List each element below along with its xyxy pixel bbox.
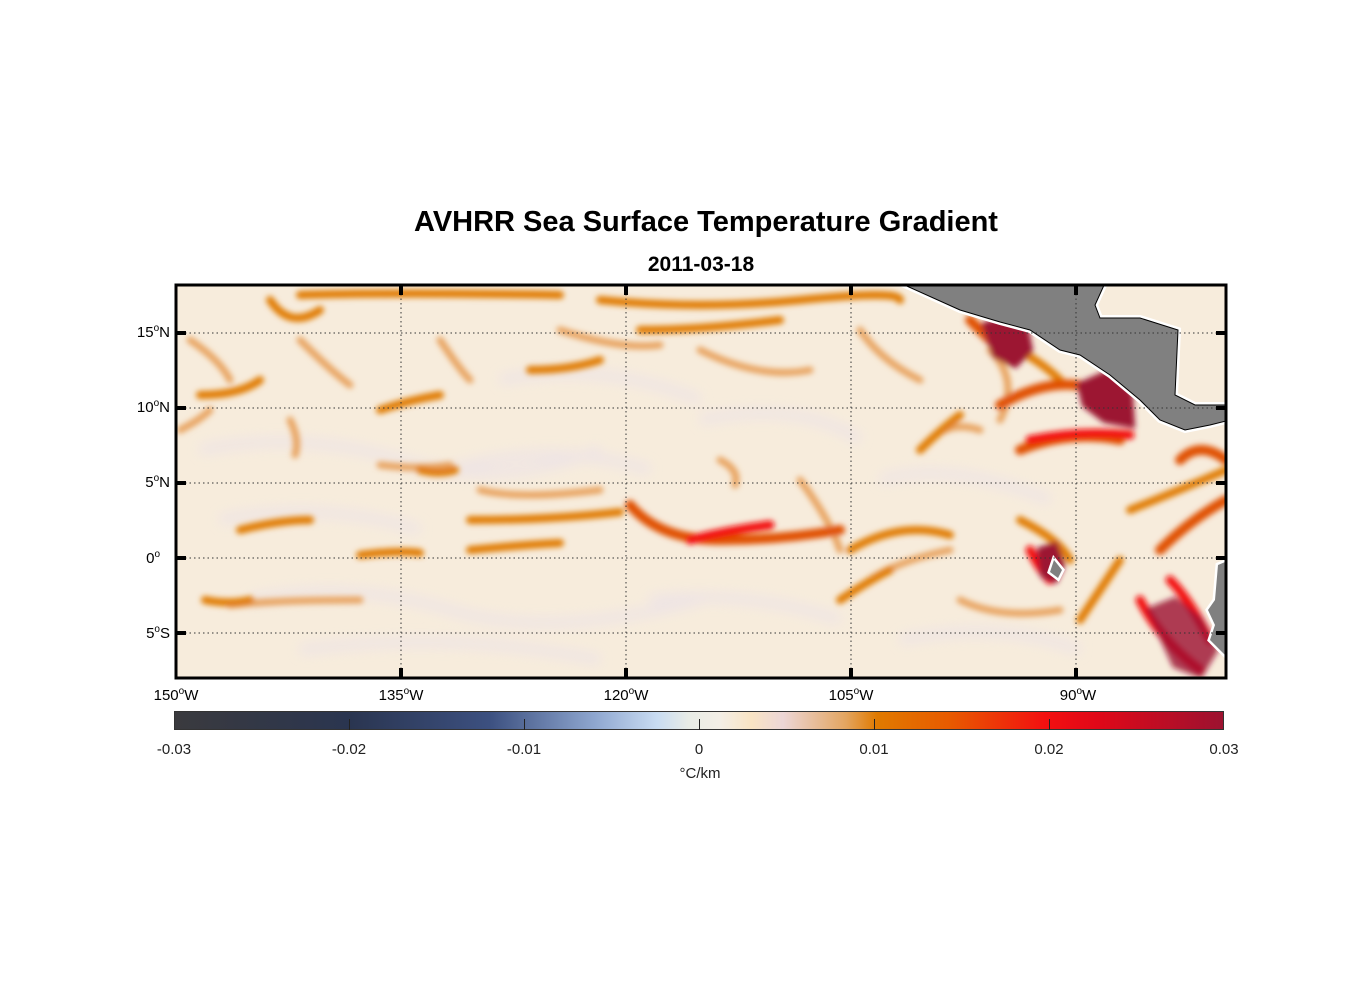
- colorbar-unit: °C/km: [679, 765, 721, 782]
- lon-label: 150oW: [153, 686, 199, 704]
- gradient-fronts: [176, 289, 1226, 678]
- colorbar-tick: [1049, 719, 1050, 730]
- land-galapagos: [1047, 554, 1065, 582]
- colorbar-label: 0: [694, 741, 704, 758]
- colorbar-label: 0.02: [1034, 741, 1064, 758]
- colorbar-label: -0.02: [331, 741, 367, 758]
- lat-label: 5oS: [146, 624, 170, 642]
- lon-label: 105oW: [828, 686, 874, 704]
- lat-label: 15oN: [136, 323, 170, 341]
- colorbar-label: -0.03: [156, 741, 192, 758]
- colorbar-label: 0.01: [859, 741, 889, 758]
- lat-label: 10oN: [136, 398, 170, 416]
- mottling: [199, 368, 1082, 665]
- lat-label: 0o: [146, 549, 160, 567]
- colorbar-tick: [699, 719, 700, 730]
- colorbar-tick: [349, 719, 350, 730]
- lon-label: 120oW: [603, 686, 649, 704]
- colorbar-label: 0.03: [1209, 741, 1239, 758]
- lon-label: 90oW: [1059, 686, 1097, 704]
- map-date: 2011-03-18: [647, 253, 755, 276]
- lat-label: 5oN: [145, 473, 170, 491]
- map-title: AVHRR Sea Surface Temperature Gradient: [414, 206, 998, 238]
- colorbar-label: -0.01: [506, 741, 542, 758]
- lon-label: 135oW: [378, 686, 424, 704]
- colorbar-tick: [874, 719, 875, 730]
- frame-ticks: [176, 285, 1226, 678]
- colorbar-tick: [524, 719, 525, 730]
